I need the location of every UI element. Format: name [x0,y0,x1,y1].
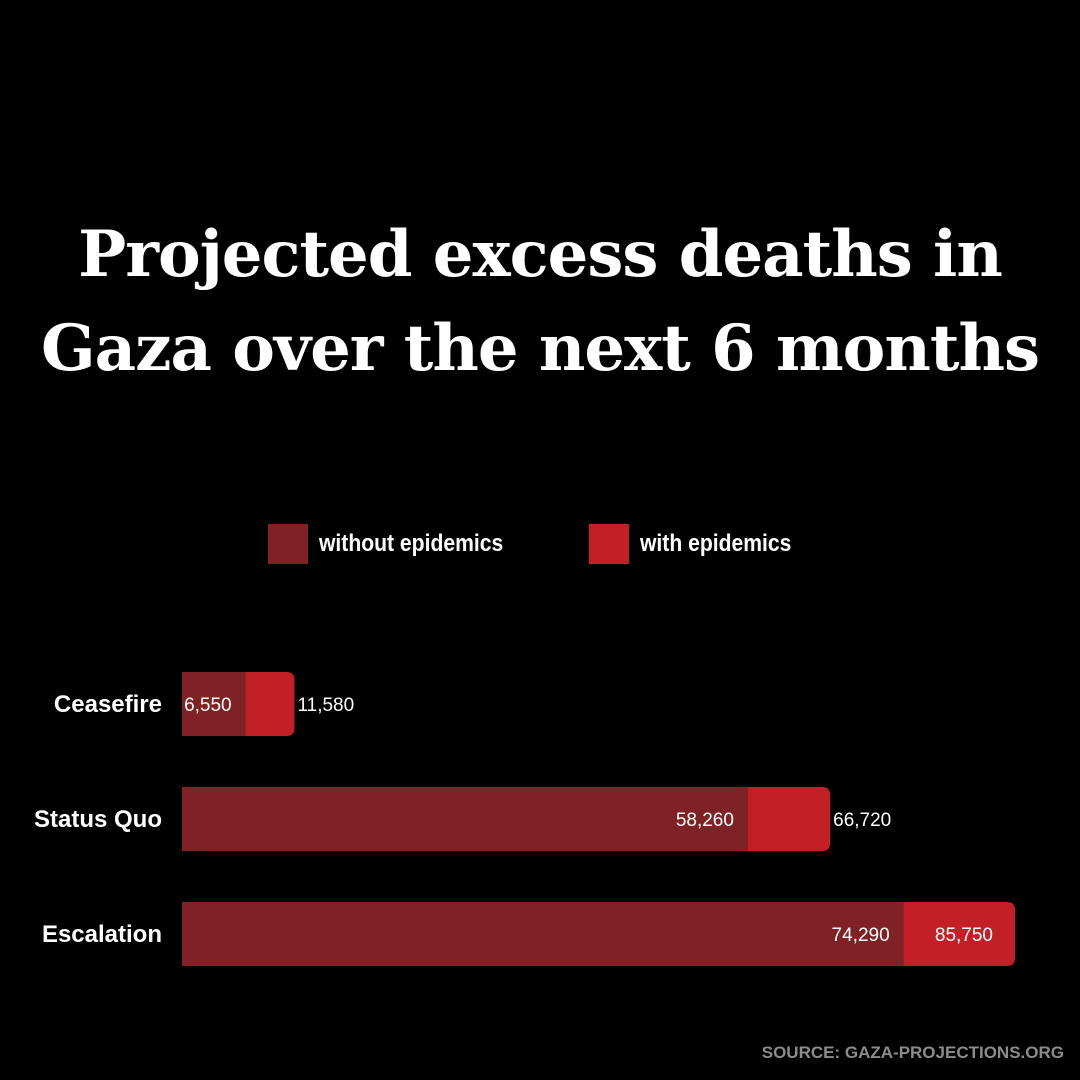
bar-without-epidemics-ceasefire [182,672,246,736]
category-label-escalation: Escalation [42,921,162,948]
value-label-with-epidemics-status-quo: 66,720 [833,810,891,831]
category-label-status-quo: Status Quo [34,806,162,833]
legend-label-with-epidemics: with epidemics [639,530,792,557]
source-credit: SOURCE: GAZA-PROJECTIONS.ORG [761,1043,1064,1062]
value-label-without-epidemics-ceasefire: 6,550 [184,695,232,716]
legend-item-with-epidemics: with epidemics [588,524,812,564]
value-label-without-epidemics-escalation: 74,290 [832,925,890,946]
category-label-ceasefire: Ceasefire [54,691,162,718]
chart-title: Projected excess deaths in Gaza over the… [0,208,1080,396]
legend-label-without-epidemics: without epidemics [319,530,504,557]
bar-without-epidemics-escalation [182,902,904,966]
chart-title-line-1: Projected excess deaths in [78,217,1003,292]
legend-swatch-without-epidemics [268,524,309,564]
legend: without epidemics with epidemics [0,524,1080,564]
value-label-with-epidemics-escalation: 85,750 [935,925,993,946]
legend-swatch-with-epidemics [588,524,629,564]
value-label-without-epidemics-status-quo: 58,260 [676,810,734,831]
chart-title-line-2: Gaza over the next 6 months [40,311,1040,386]
legend-item-without-epidemics: without epidemics [268,524,528,564]
value-label-with-epidemics-ceasefire: 11,580 [297,695,354,716]
bar-without-epidemics-status-quo [182,787,748,851]
